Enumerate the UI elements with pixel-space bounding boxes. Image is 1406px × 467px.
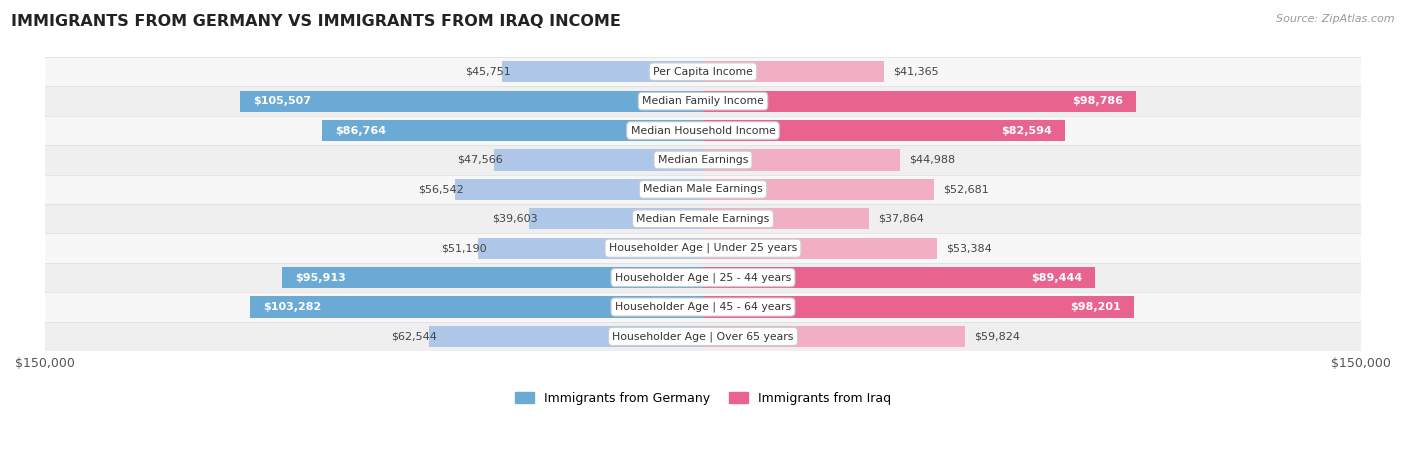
Text: Householder Age | 25 - 44 years: Householder Age | 25 - 44 years bbox=[614, 272, 792, 283]
Bar bbox=[703, 149, 900, 170]
Text: IMMIGRANTS FROM GERMANY VS IMMIGRANTS FROM IRAQ INCOME: IMMIGRANTS FROM GERMANY VS IMMIGRANTS FR… bbox=[11, 14, 621, 29]
Text: Median Earnings: Median Earnings bbox=[658, 155, 748, 165]
Bar bbox=[703, 267, 1095, 288]
Bar bbox=[703, 61, 884, 82]
Text: $95,913: $95,913 bbox=[295, 273, 346, 283]
Bar bbox=[250, 297, 703, 318]
Bar bbox=[283, 267, 703, 288]
Legend: Immigrants from Germany, Immigrants from Iraq: Immigrants from Germany, Immigrants from… bbox=[510, 387, 896, 410]
Bar bbox=[502, 61, 703, 82]
FancyBboxPatch shape bbox=[45, 57, 1361, 86]
FancyBboxPatch shape bbox=[45, 116, 1361, 145]
Text: $44,988: $44,988 bbox=[910, 155, 955, 165]
Bar bbox=[703, 238, 938, 259]
FancyBboxPatch shape bbox=[45, 204, 1361, 234]
Bar bbox=[703, 297, 1133, 318]
Text: $103,282: $103,282 bbox=[263, 302, 322, 312]
Bar bbox=[703, 120, 1066, 141]
Text: Householder Age | Over 65 years: Householder Age | Over 65 years bbox=[612, 331, 794, 342]
Text: $51,190: $51,190 bbox=[441, 243, 488, 253]
FancyBboxPatch shape bbox=[45, 145, 1361, 175]
Bar bbox=[322, 120, 703, 141]
Bar bbox=[456, 179, 703, 200]
Bar bbox=[703, 179, 934, 200]
Text: $89,444: $89,444 bbox=[1031, 273, 1083, 283]
Text: $39,603: $39,603 bbox=[492, 214, 538, 224]
Bar bbox=[703, 208, 869, 229]
Text: $59,824: $59,824 bbox=[974, 332, 1021, 341]
Bar bbox=[495, 149, 703, 170]
Bar bbox=[429, 326, 703, 347]
Text: $45,751: $45,751 bbox=[465, 67, 510, 77]
Bar bbox=[703, 326, 966, 347]
FancyBboxPatch shape bbox=[45, 86, 1361, 116]
Text: Householder Age | Under 25 years: Householder Age | Under 25 years bbox=[609, 243, 797, 254]
Text: Per Capita Income: Per Capita Income bbox=[652, 67, 754, 77]
Text: $98,786: $98,786 bbox=[1073, 96, 1123, 106]
Bar bbox=[478, 238, 703, 259]
Text: Median Female Earnings: Median Female Earnings bbox=[637, 214, 769, 224]
Text: $86,764: $86,764 bbox=[336, 126, 387, 135]
Text: Source: ZipAtlas.com: Source: ZipAtlas.com bbox=[1277, 14, 1395, 24]
Text: $82,594: $82,594 bbox=[1001, 126, 1052, 135]
Text: $37,864: $37,864 bbox=[877, 214, 924, 224]
FancyBboxPatch shape bbox=[45, 322, 1361, 351]
Text: $41,365: $41,365 bbox=[893, 67, 939, 77]
FancyBboxPatch shape bbox=[45, 263, 1361, 292]
FancyBboxPatch shape bbox=[45, 175, 1361, 204]
Text: $52,681: $52,681 bbox=[943, 184, 988, 194]
Text: Median Household Income: Median Household Income bbox=[630, 126, 776, 135]
Text: $53,384: $53,384 bbox=[946, 243, 991, 253]
Text: $62,544: $62,544 bbox=[391, 332, 437, 341]
Text: $56,542: $56,542 bbox=[418, 184, 464, 194]
Text: Median Male Earnings: Median Male Earnings bbox=[643, 184, 763, 194]
Bar bbox=[529, 208, 703, 229]
Text: $98,201: $98,201 bbox=[1070, 302, 1121, 312]
Text: Median Family Income: Median Family Income bbox=[643, 96, 763, 106]
Text: Householder Age | 45 - 64 years: Householder Age | 45 - 64 years bbox=[614, 302, 792, 312]
Bar bbox=[703, 91, 1136, 112]
FancyBboxPatch shape bbox=[45, 234, 1361, 263]
FancyBboxPatch shape bbox=[45, 292, 1361, 322]
Text: $47,566: $47,566 bbox=[457, 155, 503, 165]
Bar bbox=[240, 91, 703, 112]
Text: $105,507: $105,507 bbox=[253, 96, 311, 106]
